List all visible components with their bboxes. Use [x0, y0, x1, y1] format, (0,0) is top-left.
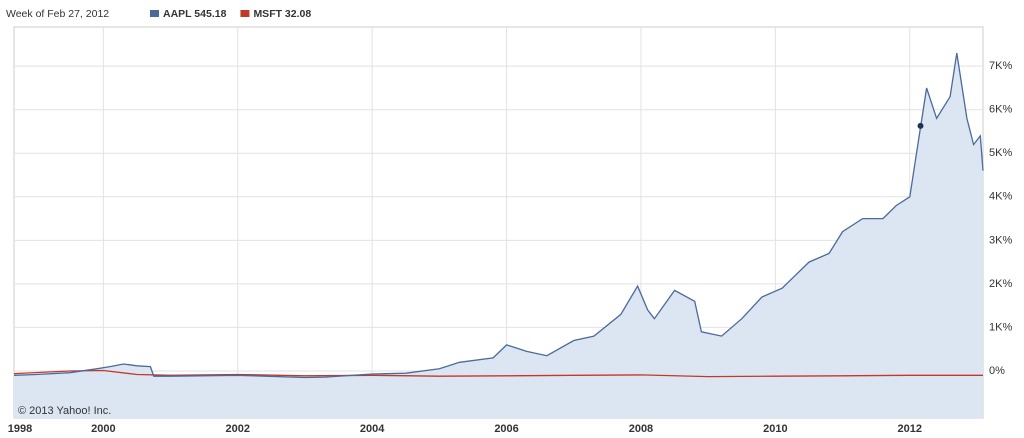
x-tick-label: 2006	[494, 423, 518, 435]
y-tick-label: 2K%	[989, 278, 1012, 290]
series-line	[13, 53, 984, 379]
legend-swatch	[240, 10, 250, 17]
y-tick-label: 6K%	[989, 104, 1012, 116]
highlight-point	[917, 122, 924, 129]
copyright: © 2013 Yahoo! Inc.	[18, 405, 111, 417]
x-tick-label: 1998	[8, 423, 32, 435]
legend-label: MSFT 32.08	[253, 8, 311, 20]
x-tick-label: 2010	[763, 423, 787, 435]
x-tick-label: 2004	[360, 423, 385, 435]
y-tick-label: 5K%	[989, 147, 1012, 159]
header: Week of Feb 27, 2012	[6, 8, 109, 20]
series-area	[14, 53, 983, 418]
y-tick-label: 1K%	[989, 321, 1012, 333]
y-tick-label: 4K%	[989, 191, 1012, 203]
legend-swatch	[150, 10, 159, 17]
y-tick-label: 7K%	[989, 60, 1012, 72]
legend-label: AAPL 545.18	[163, 8, 227, 20]
x-tick-label: 2000	[91, 423, 115, 435]
x-tick-label: 2008	[629, 423, 653, 435]
series-line	[13, 369, 983, 378]
x-tick-label: 2012	[898, 423, 922, 435]
y-tick-label: 3K%	[989, 234, 1012, 246]
y-tick-label: 0%	[989, 365, 1005, 377]
x-tick-label: 2002	[226, 423, 250, 435]
